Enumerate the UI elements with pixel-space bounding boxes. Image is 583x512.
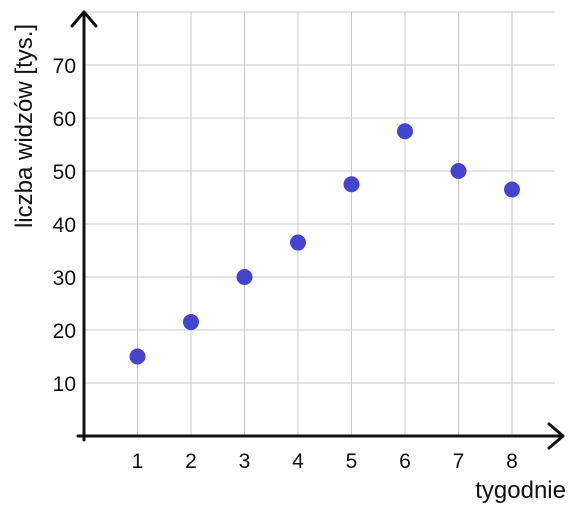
data-point	[290, 234, 306, 251]
y-tick-label: 10	[53, 373, 76, 396]
x-axis-arrowhead	[547, 422, 565, 450]
data-point	[129, 348, 146, 365]
y-axis-label: liczba widzów [tys.]	[11, 24, 38, 228]
y-tick-label: 50	[53, 161, 76, 184]
axes	[70, 10, 565, 450]
x-tick-label: 5	[346, 450, 358, 473]
x-tick-label: 1	[132, 450, 144, 473]
data-point	[236, 269, 253, 285]
tick-labels: 1 2 3 4 5 6 7 8 10 20 30 40 50 60 70	[53, 55, 518, 473]
y-tick-label: 20	[53, 320, 76, 343]
x-tick-label: 4	[292, 450, 304, 473]
data-point	[397, 123, 413, 140]
y-tick-label: 40	[53, 214, 76, 237]
grid	[84, 11, 555, 436]
x-tick-label: 6	[399, 450, 411, 473]
x-tick-label: 7	[453, 450, 465, 473]
x-axis-label: tygodnie	[475, 477, 566, 504]
data-point	[183, 314, 199, 331]
data-point	[343, 176, 360, 193]
data-point	[504, 181, 520, 198]
data-point	[450, 163, 467, 179]
y-tick-label: 60	[53, 108, 76, 131]
y-tick-label: 30	[53, 267, 76, 290]
x-tick-label: 2	[185, 450, 197, 473]
y-tick-label: 70	[53, 55, 76, 78]
y-axis-arrowhead	[70, 10, 98, 28]
x-tick-label: 3	[239, 450, 251, 473]
x-tick-label: 8	[506, 450, 518, 473]
data-points	[129, 123, 520, 365]
